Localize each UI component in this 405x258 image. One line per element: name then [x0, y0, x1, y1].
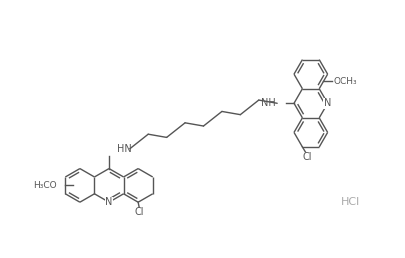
Text: NH: NH — [261, 98, 275, 108]
Text: N: N — [105, 197, 113, 207]
Text: H₃CO: H₃CO — [34, 181, 57, 190]
Text: OCH₃: OCH₃ — [333, 77, 356, 86]
Text: Cl: Cl — [302, 152, 311, 162]
Text: HN: HN — [117, 144, 131, 154]
Text: HCl: HCl — [340, 197, 359, 207]
Text: Cl: Cl — [134, 207, 143, 217]
Text: N: N — [323, 98, 330, 108]
